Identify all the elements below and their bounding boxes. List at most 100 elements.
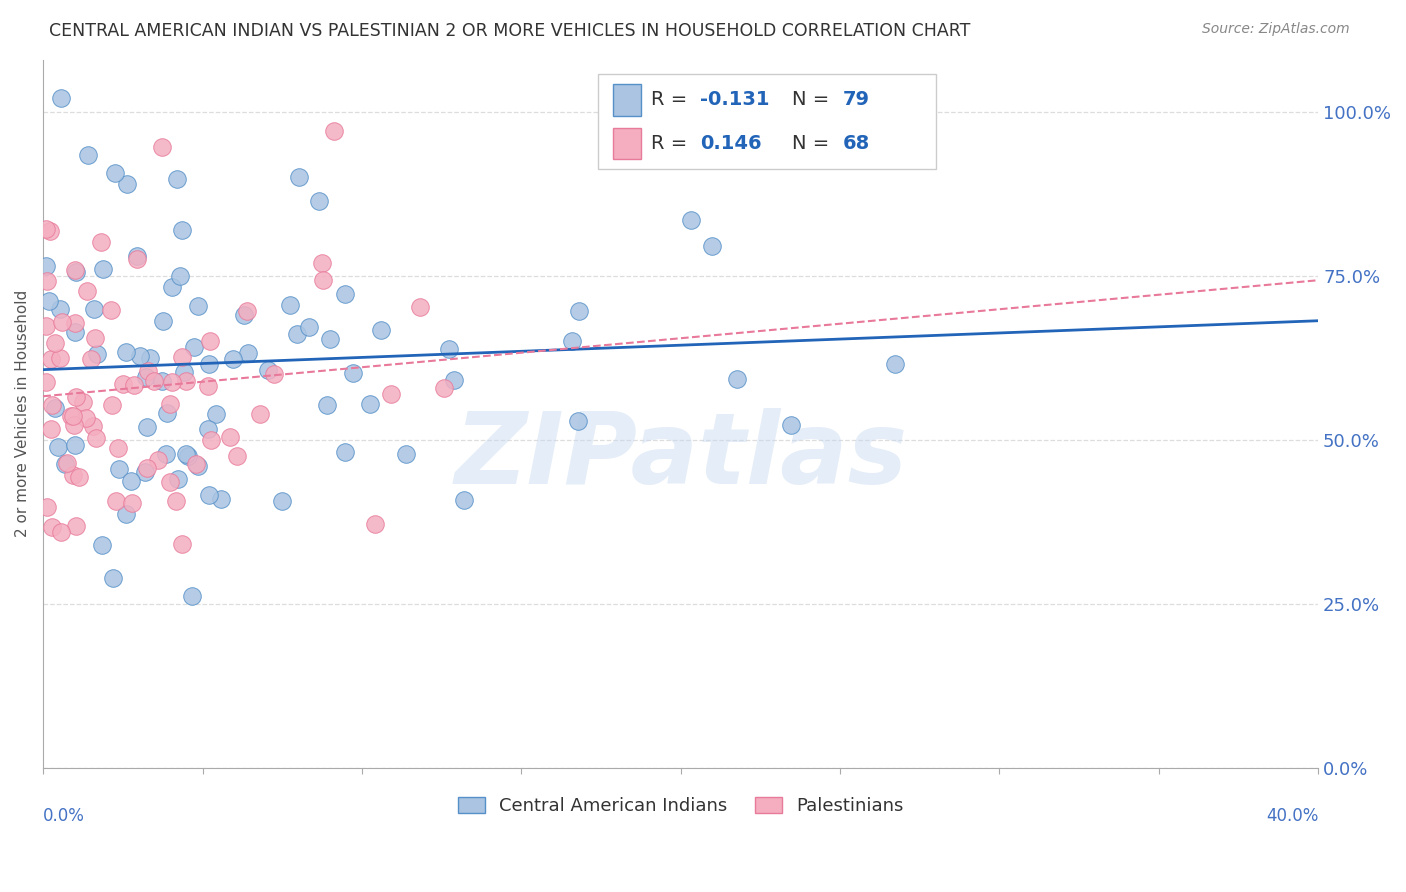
Point — [197, 357, 219, 371]
Point — [567, 414, 589, 428]
Point — [129, 350, 152, 364]
Point — [38, 293, 60, 308]
Point — [63, 325, 86, 339]
Point — [166, 172, 188, 186]
Point — [65, 391, 87, 405]
Point — [187, 299, 209, 313]
Point — [136, 419, 159, 434]
Point — [114, 508, 136, 522]
Text: 68: 68 — [842, 134, 870, 153]
Point — [172, 350, 194, 364]
Legend: Central American Indians, Palestinians: Central American Indians, Palestinians — [450, 789, 911, 822]
Text: N =: N = — [792, 134, 835, 153]
Point — [75, 410, 97, 425]
Point — [39, 351, 62, 366]
Point — [155, 447, 177, 461]
Point — [90, 235, 112, 249]
Point — [174, 447, 197, 461]
Point — [51, 315, 73, 329]
Point — [125, 252, 148, 267]
Point — [162, 375, 184, 389]
Point — [319, 332, 342, 346]
Text: Source: ZipAtlas.com: Source: ZipAtlas.com — [1202, 22, 1350, 37]
Point — [437, 342, 460, 356]
Point — [342, 366, 364, 380]
Point — [198, 334, 221, 349]
Point — [322, 124, 344, 138]
Point — [139, 351, 162, 365]
Point — [136, 364, 159, 378]
Point — [100, 398, 122, 412]
Point — [236, 303, 259, 318]
Point — [63, 316, 86, 330]
Point — [263, 367, 285, 381]
Point — [183, 340, 205, 354]
FancyBboxPatch shape — [598, 74, 935, 169]
Point — [62, 467, 84, 482]
Point — [56, 456, 79, 470]
Point — [256, 363, 278, 377]
Point — [278, 298, 301, 312]
Point — [315, 398, 337, 412]
Point — [146, 452, 169, 467]
Point — [80, 351, 103, 366]
Point — [200, 434, 222, 448]
Point — [83, 301, 105, 316]
Point — [35, 500, 58, 514]
Point — [156, 406, 179, 420]
Point — [568, 304, 591, 318]
Point — [44, 401, 66, 416]
Point — [117, 177, 139, 191]
Point — [105, 493, 128, 508]
Point — [86, 347, 108, 361]
Point — [395, 447, 418, 461]
Point — [311, 256, 333, 270]
Point — [86, 431, 108, 445]
Point — [91, 262, 114, 277]
Point — [101, 571, 124, 585]
Point — [174, 374, 197, 388]
Point — [100, 302, 122, 317]
FancyBboxPatch shape — [613, 84, 641, 115]
Point — [160, 280, 183, 294]
Point — [288, 170, 311, 185]
Text: ZIPatlas: ZIPatlas — [454, 408, 907, 505]
Point — [170, 537, 193, 551]
Point — [39, 224, 62, 238]
Point — [72, 395, 94, 409]
Point — [166, 472, 188, 486]
Point — [122, 378, 145, 392]
Point — [67, 470, 90, 484]
Point — [883, 357, 905, 371]
Point — [370, 323, 392, 337]
Point — [150, 374, 173, 388]
Point — [111, 376, 134, 391]
Point — [285, 326, 308, 341]
Point — [204, 407, 226, 421]
Point — [222, 351, 245, 366]
Point — [76, 148, 98, 162]
Text: R =: R = — [651, 134, 693, 153]
Point — [35, 222, 58, 236]
Point — [63, 263, 86, 277]
Point — [49, 524, 72, 539]
Point — [37, 274, 59, 288]
Text: 40.0%: 40.0% — [1265, 806, 1319, 824]
Point — [107, 442, 129, 456]
Point — [90, 538, 112, 552]
Point — [628, 142, 651, 156]
Point — [104, 166, 127, 180]
Point — [335, 286, 357, 301]
Point — [150, 140, 173, 154]
Point — [82, 418, 104, 433]
Point — [143, 374, 166, 388]
Point — [41, 398, 63, 412]
Point — [135, 461, 157, 475]
Text: N =: N = — [792, 90, 835, 109]
Text: 0.0%: 0.0% — [44, 806, 86, 824]
Point — [48, 440, 70, 454]
Point — [187, 458, 209, 473]
Point — [197, 422, 219, 436]
Point — [443, 372, 465, 386]
Point — [702, 239, 724, 253]
